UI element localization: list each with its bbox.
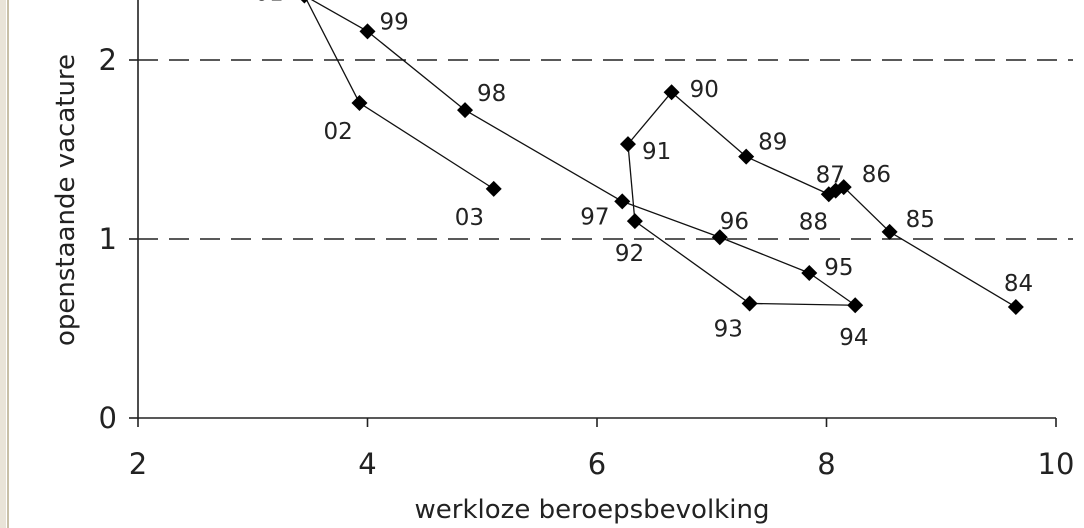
data-point-99 [359, 23, 376, 40]
data-point-01 [300, 0, 308, 4]
data-point-97 [614, 193, 631, 210]
point-label-02: 02 [323, 119, 352, 145]
point-label-87: 87 [816, 163, 845, 189]
point-label-03: 03 [455, 205, 484, 231]
data-point-02 [351, 94, 368, 111]
series-segment [627, 91, 673, 145]
data-point-03 [485, 180, 502, 197]
x-tick-label: 2 [129, 447, 147, 481]
data-point-95 [801, 265, 818, 282]
series-segment [305, 0, 361, 104]
x-tick-label: 10 [1038, 447, 1075, 481]
point-label-85: 85 [906, 207, 935, 233]
y-tick-label: 0 [99, 401, 117, 435]
series-segment [808, 272, 856, 306]
series-segment [889, 231, 1017, 308]
series-segment [634, 220, 750, 304]
series-segment [719, 236, 810, 274]
x-tick-label: 8 [817, 447, 835, 481]
point-label-01: 01 [254, 0, 283, 7]
data-point-91 [619, 136, 636, 153]
data-point-89 [738, 148, 755, 165]
data-point-98 [457, 102, 474, 119]
point-label-92: 92 [615, 241, 644, 267]
point-label-98: 98 [477, 81, 506, 107]
series-segment [310, 0, 368, 32]
series-segment [464, 109, 623, 202]
window-frame [0, 0, 6, 528]
data-point-84 [1007, 299, 1024, 316]
series-segment [749, 302, 856, 306]
series-segment [622, 200, 721, 238]
point-label-94: 94 [839, 325, 868, 351]
point-label-86: 86 [862, 162, 891, 188]
data-point-93 [741, 295, 758, 312]
data-point-96 [711, 229, 728, 246]
point-label-99: 99 [380, 9, 409, 35]
point-label-84: 84 [1004, 271, 1033, 297]
point-label-96: 96 [720, 209, 749, 235]
data-point-85 [881, 223, 898, 240]
series-segment [843, 186, 891, 233]
point-label-90: 90 [690, 77, 719, 103]
x-tick-label: 6 [588, 447, 606, 481]
window-frame-edge [7, 0, 9, 528]
point-label-91: 91 [642, 139, 671, 165]
data-point-88 [820, 186, 837, 203]
x-tick-label: 4 [358, 447, 376, 481]
point-label-95: 95 [824, 255, 853, 281]
point-label-93: 93 [714, 316, 743, 342]
data-point-94 [847, 297, 864, 314]
data-point-90 [663, 84, 680, 101]
y-tick-label: 2 [99, 43, 117, 77]
y-tick-label: 1 [99, 222, 117, 256]
y-axis-title: openstaande vacature [51, 54, 81, 346]
series-segment [671, 91, 747, 158]
data-point-92 [626, 213, 643, 230]
x-axis-title: werkloze beroepsbevolking [415, 495, 770, 525]
point-label-88: 88 [799, 209, 828, 235]
series-segment [745, 156, 830, 195]
point-label-97: 97 [580, 204, 609, 230]
point-label-89: 89 [758, 130, 787, 156]
series-segment [627, 144, 636, 222]
series-segment [359, 102, 495, 190]
series-segment [367, 30, 466, 111]
